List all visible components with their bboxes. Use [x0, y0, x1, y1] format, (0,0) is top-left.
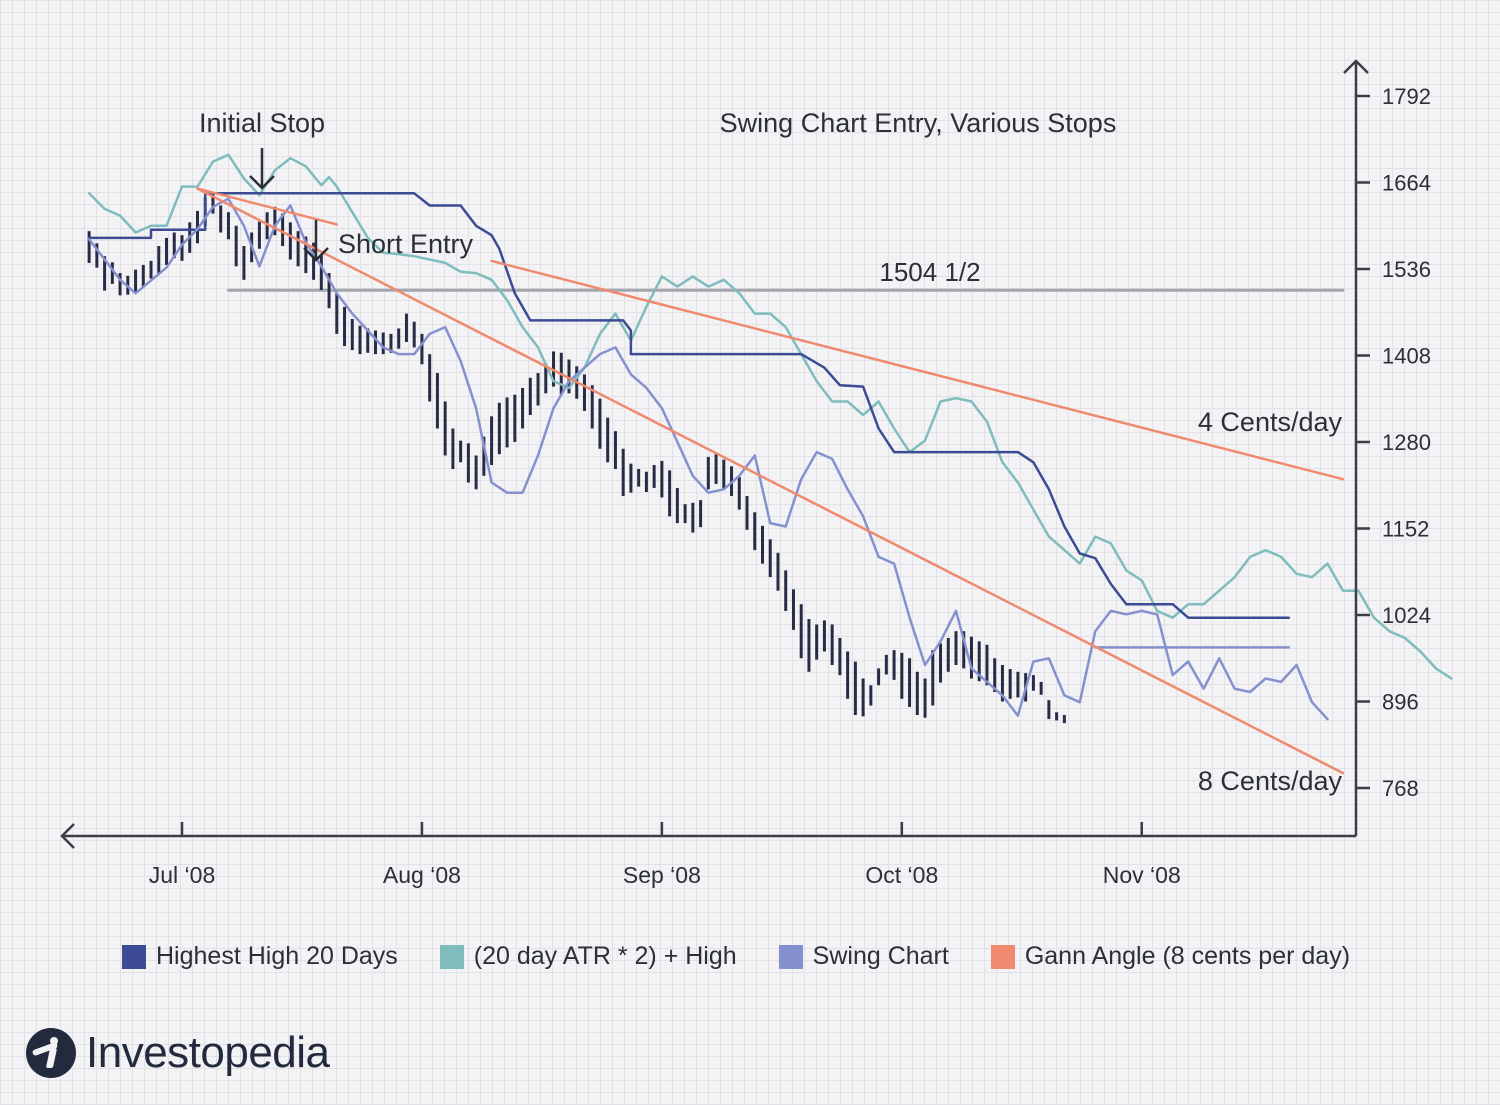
legend-swatch-swing	[778, 944, 803, 969]
annotation-level: 1504 1/2	[879, 257, 980, 287]
y-tick-label: 1792	[1382, 84, 1431, 109]
short-entry-arrow-icon	[303, 220, 329, 262]
y-tick-label: 1152	[1382, 517, 1429, 542]
gann-line-initial-stop	[196, 187, 339, 226]
legend-label-gann: Gann Angle (8 cents per day)	[1024, 942, 1351, 970]
annotation-short-entry: Short Entry	[338, 229, 474, 259]
brand-logo: Investopedia	[26, 1028, 330, 1078]
chart: 768 896 1024 1152 1280 1408 1536 1664 1792 Jul ‘0…	[60, 59, 1453, 888]
brand-name: Investopedia	[86, 1028, 330, 1077]
legend-label-highest-high: Highest High 20 Days	[156, 942, 398, 970]
annotation-initial-stop: Initial Stop	[199, 108, 325, 138]
series-atr-stop	[87, 153, 1453, 680]
legend-label-atr: (20 day ATR * 2) + High	[473, 942, 737, 970]
x-axis-arrow-icon	[60, 823, 75, 849]
legend-swatch-gann	[990, 944, 1015, 969]
series-swing-chart	[87, 197, 1329, 721]
x-tick-label: Aug ‘08	[383, 862, 461, 888]
y-tick-label: 768	[1382, 776, 1419, 801]
y-tick-label: 1280	[1382, 430, 1431, 455]
legend-label-swing: Swing Chart	[812, 942, 949, 970]
y-axis-arrow-icon	[1343, 59, 1369, 74]
x-tick-label: Jul ‘08	[149, 862, 215, 888]
chart-title: Swing Chart Entry, Various Stops	[720, 108, 1117, 138]
annotation-4-cents: 4 Cents/day	[1198, 407, 1343, 437]
legend: Highest High 20 Days (20 day ATR * 2) + …	[122, 942, 1392, 971]
y-tick-label: 1536	[1382, 257, 1431, 282]
annotation-8-cents: 8 Cents/day	[1198, 766, 1343, 796]
legend-swatch-highest-high	[122, 944, 146, 969]
initial-stop-arrow-icon	[249, 148, 275, 190]
gann-line-4-cents	[490, 259, 1345, 481]
legend-item-highest-high: Highest High 20 Days	[122, 942, 398, 971]
legend-item-swing: Swing Chart	[778, 942, 949, 971]
x-tick-label: Nov ‘08	[1103, 862, 1181, 888]
legend-item-atr: (20 day ATR * 2) + High	[439, 942, 737, 971]
legend-swatch-atr	[439, 944, 464, 969]
investopedia-logo-icon	[26, 1028, 76, 1078]
gann-line-8-cents	[196, 187, 1345, 775]
series-highest-high	[87, 192, 1291, 619]
x-tick-label: Sep ‘08	[623, 862, 701, 888]
y-tick-label: 1664	[1382, 171, 1431, 196]
x-tick-label: Oct ‘08	[865, 862, 938, 888]
y-tick-label: 1408	[1382, 344, 1431, 369]
legend-item-gann: Gann Angle (8 cents per day)	[990, 942, 1351, 971]
y-tick-label: 1024	[1382, 603, 1431, 628]
y-tick-label: 896	[1382, 690, 1419, 715]
